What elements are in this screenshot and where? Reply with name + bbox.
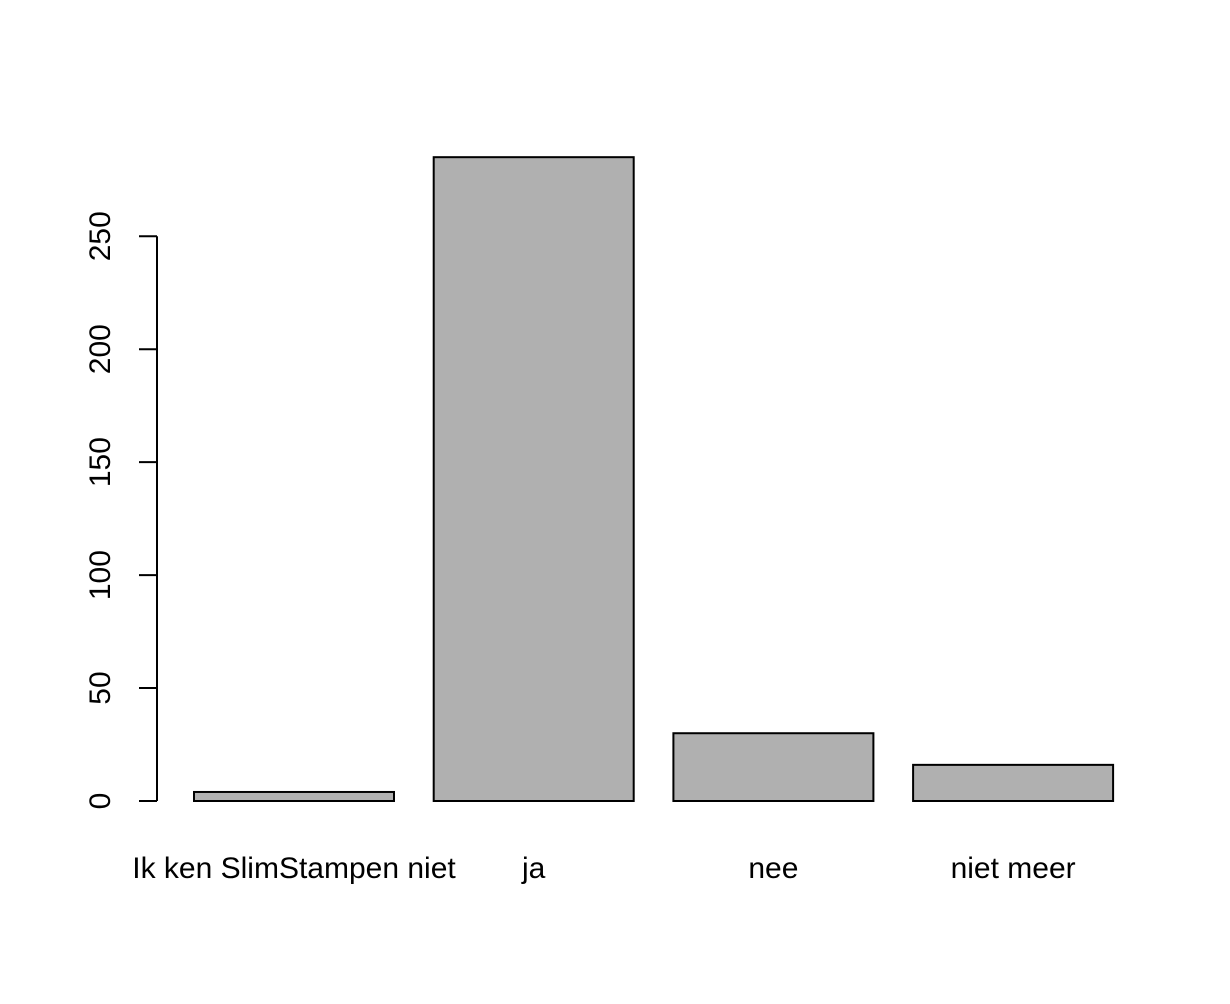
bar-3	[912, 763, 1115, 803]
bar-1	[432, 156, 635, 802]
y-tick-label: 250	[84, 211, 117, 261]
x-axis-labels: Ik ken SlimStampen niet ja nee niet meer	[132, 852, 1075, 885]
y-tick-label: 100	[84, 550, 117, 600]
x-category-label: nee	[748, 852, 798, 885]
y-axis: 0 50 100 150 200 250	[84, 211, 158, 810]
y-tick-label: 150	[84, 437, 117, 487]
x-category-label: Ik ken SlimStampen niet	[132, 852, 456, 885]
y-tick-label: 200	[84, 324, 117, 374]
y-tick-label: 50	[84, 671, 117, 704]
x-category-label: ja	[521, 852, 546, 885]
y-tick-label: 0	[84, 793, 117, 810]
bar-0	[193, 790, 395, 802]
x-category-label: niet meer	[951, 852, 1076, 885]
bar-group	[193, 156, 1115, 803]
bar-2	[672, 732, 875, 802]
